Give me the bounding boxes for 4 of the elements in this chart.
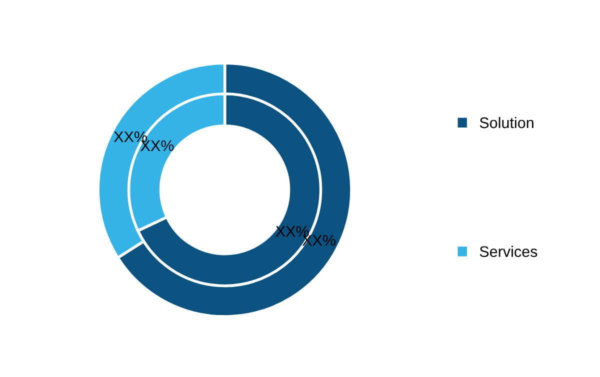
legend-label: Services	[480, 246, 538, 258]
legend-label: Solution	[480, 116, 534, 128]
data-label: XX%	[276, 226, 309, 237]
data-label: XX%	[140, 140, 174, 152]
